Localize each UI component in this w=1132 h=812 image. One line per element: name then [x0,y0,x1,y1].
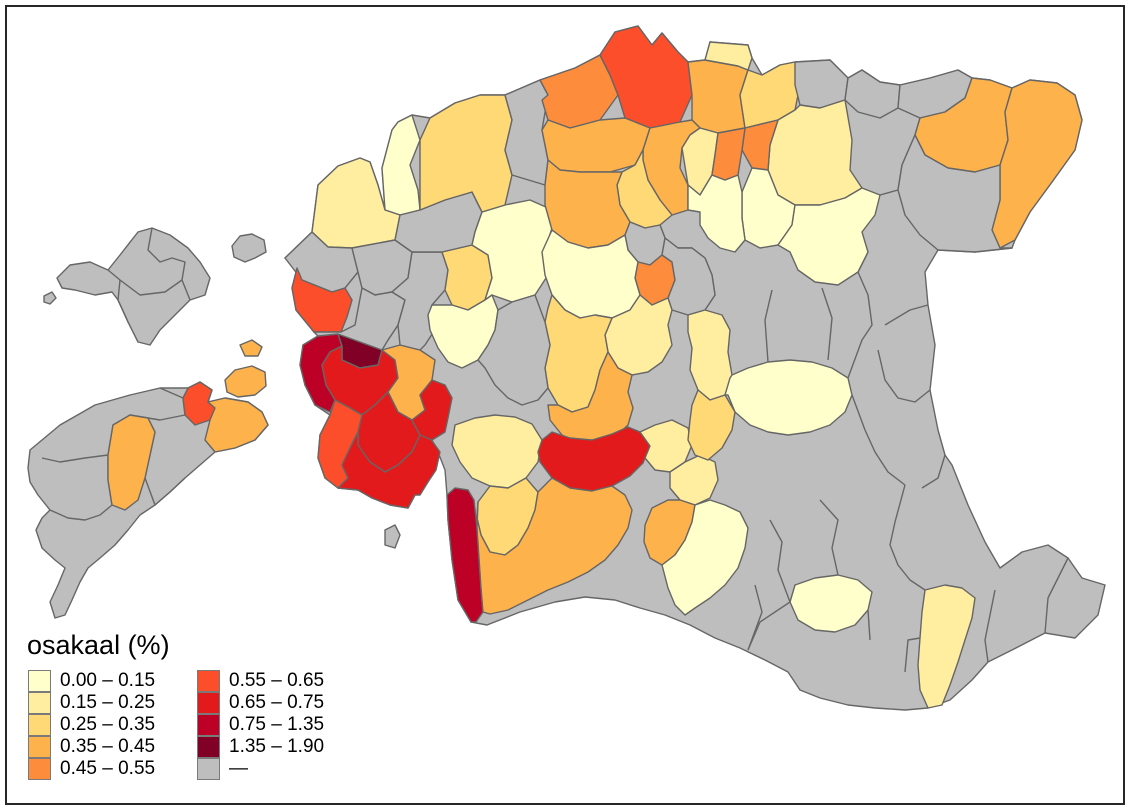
map-region [789,574,873,633]
municipality-border [769,519,791,603]
map-region [777,187,881,286]
land-base [43,291,57,305]
legend-swatch [197,758,220,780]
legend-title: osakaal (%) [27,630,170,660]
legend-item: 0.65 – 0.75 [197,692,324,714]
map-region [547,351,634,446]
legend-label: 1.35 – 1.90 [229,736,325,757]
legend-label: 0.00 – 0.15 [60,670,156,691]
map-region [537,426,651,492]
land-base [56,227,211,346]
legend-item: 0.00 – 0.15 [28,670,155,692]
map-region [991,79,1083,249]
municipality-border [1044,557,1069,634]
legend-swatch [197,736,220,758]
map-region [107,414,156,511]
plot-frame [5,5,1125,805]
legend-label: 0.25 – 0.35 [60,714,156,735]
legend-item: — [197,758,248,780]
legend-swatch [28,692,51,714]
municipality-border [819,499,839,576]
land-base [231,233,267,263]
legend-label: — [229,758,248,779]
municipality-border [984,589,996,663]
map-region [724,359,853,436]
map-region [897,134,1013,253]
map-region [687,389,736,461]
map-region [477,294,551,406]
legend-label: 0.65 – 0.75 [229,692,325,713]
municipality-border [147,227,186,281]
legend-item: 0.35 – 0.45 [28,736,155,758]
map-region [687,174,746,253]
map-region [451,414,543,489]
legend-swatch [197,692,220,714]
municipality-border [764,289,773,363]
legend-swatch [28,714,51,736]
legend-item: 0.75 – 1.35 [197,714,324,736]
legend-label: 0.75 – 1.35 [229,714,325,735]
legend-swatch [197,714,220,736]
legend-label: 0.45 – 0.55 [60,758,156,779]
map-region [661,499,749,616]
map-region [337,431,441,509]
legend-item: 1.35 – 1.90 [197,736,324,758]
legend-item: 0.55 – 0.65 [197,670,324,692]
municipality-border [877,349,931,403]
municipality-border [904,637,921,673]
legend-swatch [197,670,220,692]
legend-swatch [28,736,51,758]
map-region [704,41,753,71]
legend-label: 0.15 – 0.25 [60,692,156,713]
municipality-border [107,269,191,301]
municipality-border [851,394,906,486]
legend-swatch [28,758,51,780]
legend-item: 0.15 – 0.25 [28,692,155,714]
map-region [917,584,976,709]
map-region [239,339,263,357]
municipality-border [117,279,129,323]
land-base [384,524,401,549]
map-region [204,397,269,453]
municipality-border [821,287,833,361]
municipality-border [747,584,763,651]
municipality-border [921,454,946,489]
map-region [411,379,453,441]
municipality-border [867,609,871,641]
map-region [711,127,746,181]
map-region [476,477,633,615]
map-region [291,267,353,333]
municipality-border [49,504,113,521]
municipality-border [884,304,929,326]
legend-swatch [28,670,51,692]
legend-label: 0.35 – 0.45 [60,736,156,757]
legend-label: 0.55 – 0.65 [229,670,325,691]
legend-item: 0.25 – 0.35 [28,714,155,736]
municipality-border [889,484,926,591]
legend-item: 0.45 – 0.55 [28,758,155,780]
map-region [224,365,267,398]
